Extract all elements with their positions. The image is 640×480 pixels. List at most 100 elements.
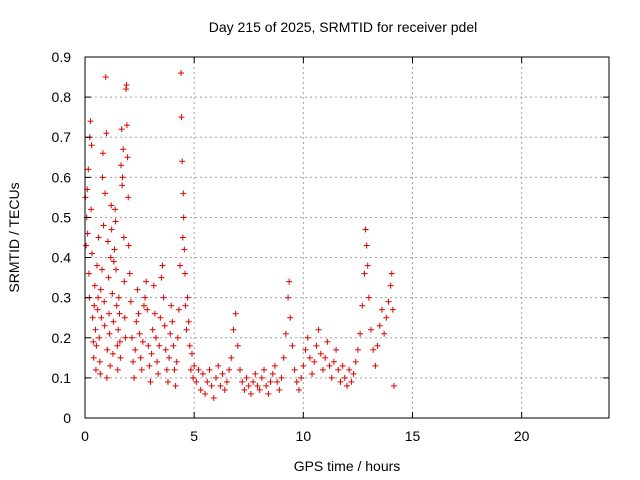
data-point xyxy=(147,378,154,385)
data-point xyxy=(182,302,189,309)
data-point xyxy=(364,262,371,269)
data-point xyxy=(362,226,369,233)
y-axis-label: SRMTID / TECUs xyxy=(6,182,22,292)
data-point xyxy=(94,306,101,313)
data-point xyxy=(115,294,122,301)
data-point xyxy=(359,302,366,309)
data-point xyxy=(155,370,162,377)
data-point xyxy=(213,374,219,381)
data-point xyxy=(357,330,364,337)
data-point xyxy=(330,358,337,365)
data-point xyxy=(202,390,209,397)
data-point xyxy=(252,370,259,377)
data-point xyxy=(124,154,131,161)
data-point xyxy=(134,286,141,293)
data-point xyxy=(298,374,305,381)
data-point xyxy=(346,366,353,373)
data-point xyxy=(241,386,248,393)
data-point xyxy=(215,362,222,369)
data-point xyxy=(95,294,102,301)
data-point xyxy=(291,366,298,373)
data-point xyxy=(123,122,130,129)
data-point xyxy=(178,70,185,77)
data-point xyxy=(136,330,143,337)
data-point xyxy=(232,310,239,317)
data-point xyxy=(101,322,108,329)
y-tick-label: 0.8 xyxy=(52,89,72,105)
data-point xyxy=(130,358,137,365)
data-point xyxy=(123,82,130,89)
data-point xyxy=(190,374,197,381)
data-point xyxy=(168,302,175,309)
data-point xyxy=(187,366,194,373)
data-point xyxy=(344,382,350,389)
data-point xyxy=(223,378,230,385)
data-point xyxy=(106,330,113,337)
data-point xyxy=(276,386,283,393)
data-point xyxy=(98,314,105,321)
data-point xyxy=(101,298,108,305)
data-point xyxy=(210,394,217,401)
data-point xyxy=(368,326,375,333)
data-point xyxy=(204,378,211,385)
data-point xyxy=(263,382,270,389)
data-point xyxy=(172,382,179,389)
data-point xyxy=(383,314,390,321)
data-point xyxy=(102,190,109,197)
data-point xyxy=(107,362,114,369)
data-point xyxy=(261,366,268,373)
data-point xyxy=(96,358,103,365)
data-point xyxy=(119,174,126,181)
data-point xyxy=(300,362,307,369)
data-point xyxy=(151,310,158,317)
data-point xyxy=(127,298,134,305)
data-point xyxy=(175,306,182,313)
data-point xyxy=(188,350,195,357)
data-point xyxy=(250,378,257,385)
data-point xyxy=(302,346,309,353)
data-point xyxy=(149,326,156,333)
data-point xyxy=(120,146,127,153)
data-point xyxy=(156,342,163,349)
data-point xyxy=(319,366,326,373)
data-point xyxy=(258,374,265,381)
data-point xyxy=(181,270,188,277)
data-point xyxy=(88,206,95,213)
data-point xyxy=(173,358,180,365)
data-point xyxy=(96,334,103,341)
data-point xyxy=(206,366,213,373)
data-point xyxy=(387,282,394,289)
data-point xyxy=(103,374,110,381)
data-point xyxy=(91,282,98,289)
data-point xyxy=(197,386,204,393)
data-point xyxy=(311,358,318,365)
data-point xyxy=(99,266,106,273)
data-point xyxy=(112,206,119,213)
data-point xyxy=(106,310,113,317)
data-point xyxy=(137,354,144,361)
data-point xyxy=(389,306,396,313)
data-point xyxy=(365,294,372,301)
data-point xyxy=(122,334,129,341)
data-point xyxy=(157,314,164,321)
data-point xyxy=(247,390,254,397)
data-point xyxy=(121,278,128,285)
data-point xyxy=(289,342,296,349)
data-point xyxy=(313,342,320,349)
data-point xyxy=(183,326,190,333)
y-tick-label: 0 xyxy=(63,410,71,426)
data-point xyxy=(328,374,335,381)
data-point xyxy=(158,274,165,281)
data-point xyxy=(100,222,107,229)
data-point xyxy=(162,346,169,353)
data-point xyxy=(178,114,185,121)
data-point xyxy=(230,326,237,333)
data-point xyxy=(114,342,121,349)
data-point xyxy=(92,366,99,373)
data-point xyxy=(174,334,181,341)
y-tick-label: 0.2 xyxy=(52,330,72,346)
data-point xyxy=(138,366,145,373)
data-point xyxy=(113,266,120,273)
data-point xyxy=(179,234,186,241)
data-point xyxy=(271,362,278,369)
